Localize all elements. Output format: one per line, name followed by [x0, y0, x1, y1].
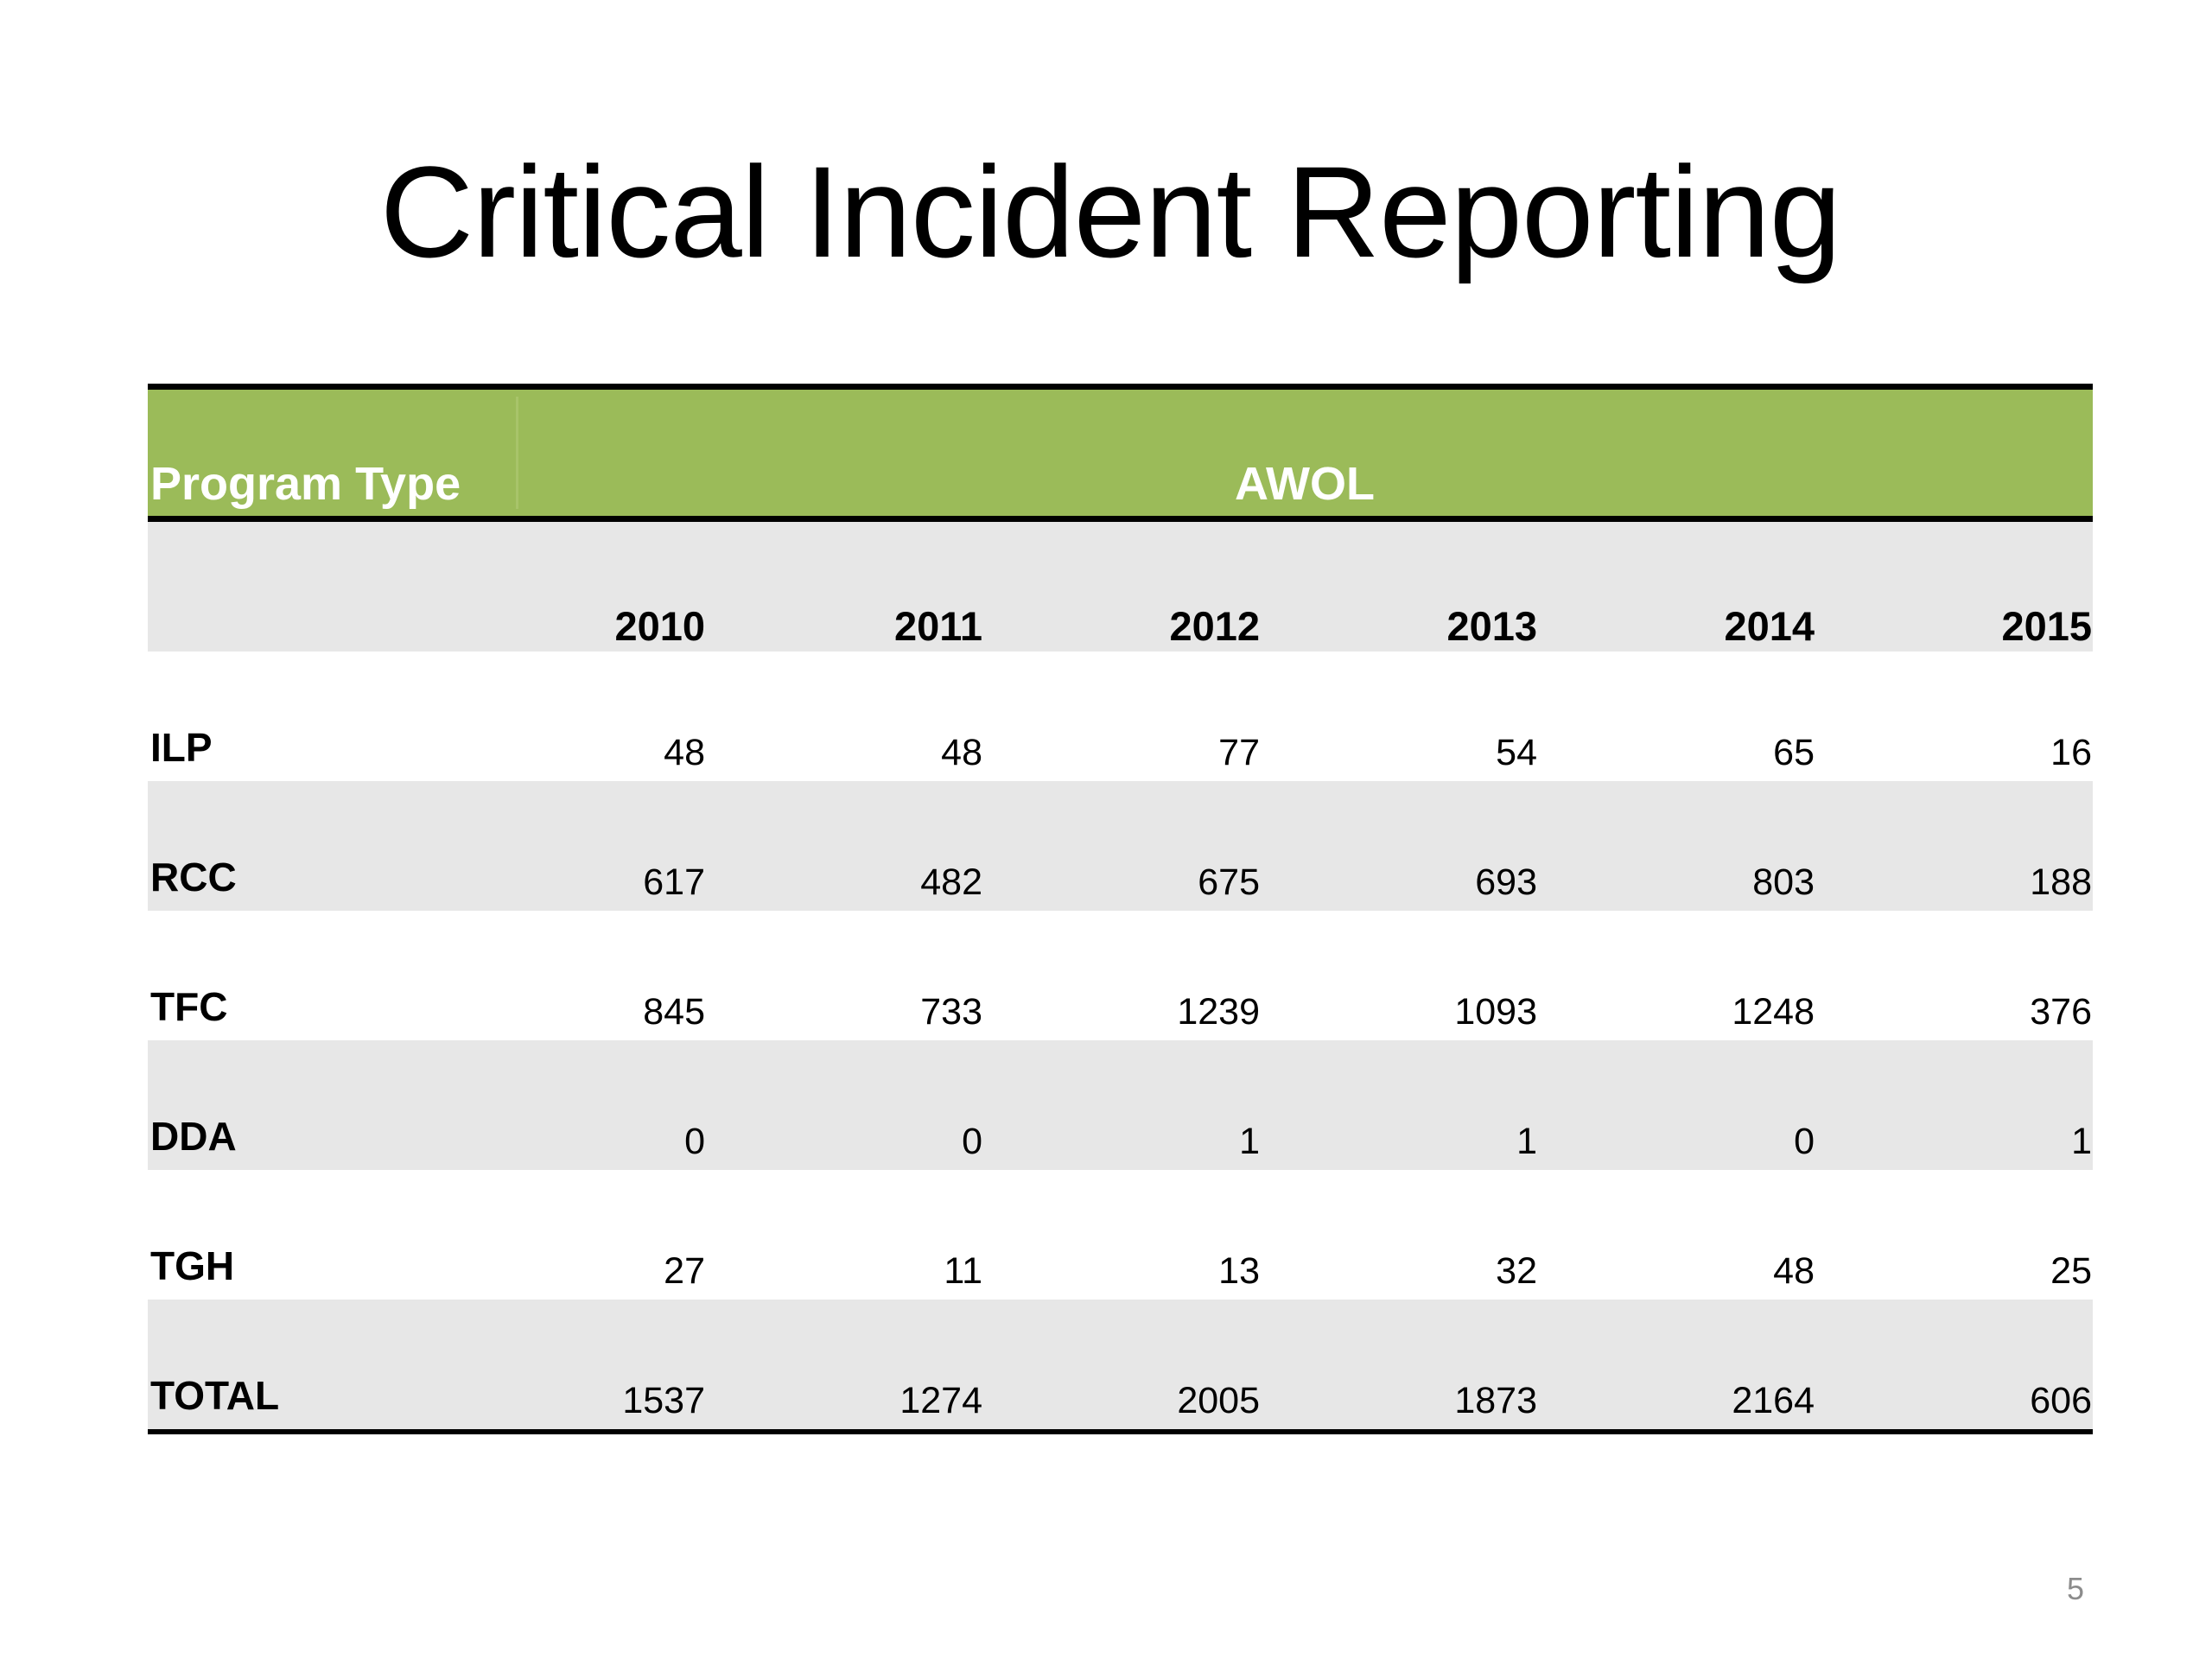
year-header: 2011 [894, 603, 982, 649]
table-cell: 16 [2050, 732, 2092, 773]
table-cell: 0 [962, 1121, 982, 1162]
table-cell: 1 [1516, 1121, 1537, 1162]
table-cell: 1 [1239, 1121, 1260, 1162]
header-bottom-rule [148, 516, 2093, 522]
table-cell: 693 [1475, 861, 1537, 903]
row-label: TOTAL [150, 1373, 280, 1418]
table-cell: 25 [2050, 1250, 2092, 1292]
table-cell: 11 [944, 1250, 982, 1292]
table-cell: 1239 [1177, 991, 1260, 1033]
page-number: 5 [2067, 1571, 2085, 1606]
table-cell: 675 [1198, 861, 1260, 903]
table-top-rule [148, 384, 2093, 390]
year-header-row: 2010 2011 2012 2013 2014 2015 [148, 522, 2093, 652]
header-awol: AWOL [1235, 458, 1375, 510]
table-cell: 65 [1773, 732, 1815, 773]
table-header-row: Program Type AWOL [148, 390, 2093, 516]
table-cell: 1093 [1454, 991, 1537, 1033]
table-cell: 482 [920, 861, 982, 903]
table-cell: 2164 [1732, 1380, 1815, 1421]
table-cell: 617 [643, 861, 705, 903]
table-cell: 32 [1496, 1250, 1537, 1292]
table-cell: 77 [1218, 732, 1260, 773]
table-cell: 606 [2030, 1380, 2092, 1421]
year-header: 2010 [614, 603, 705, 649]
awol-table: Program Type AWOL 2010 2011 2012 2013 20… [148, 384, 2093, 1434]
table-row: TFC 845 733 1239 1093 1248 376 [148, 911, 2093, 1040]
year-header: 2014 [1724, 603, 1815, 649]
table-cell: 48 [941, 732, 982, 773]
table-cell: 376 [2030, 991, 2092, 1033]
table-cell: 733 [920, 991, 982, 1033]
year-header: 2015 [2001, 603, 2092, 649]
table-cell: 188 [2030, 861, 2092, 903]
row-label: DDA [150, 1114, 237, 1159]
table-cell: 1274 [899, 1380, 982, 1421]
table-cell: 1873 [1454, 1380, 1537, 1421]
row-label: RCC [150, 855, 237, 899]
table-cell: 845 [643, 991, 705, 1033]
table-cell: 27 [664, 1250, 705, 1292]
total-row: TOTAL 1537 1274 2005 1873 2164 606 [148, 1300, 2093, 1434]
table-cell: 48 [1773, 1250, 1815, 1292]
row-label: ILP [150, 725, 213, 770]
row-label: TGH [150, 1243, 235, 1288]
table-row: RCC 617 482 675 693 803 188 [148, 781, 2093, 911]
table-cell: 54 [1496, 732, 1537, 773]
year-header: 2013 [1446, 603, 1537, 649]
table-cell: 1 [2071, 1121, 2092, 1162]
table-cell: 1537 [622, 1380, 705, 1421]
table-cell: 13 [1218, 1250, 1260, 1292]
table-cell: 2005 [1177, 1380, 1260, 1421]
table-cell: 1248 [1732, 991, 1815, 1033]
table-row: ILP 48 48 77 54 65 16 [148, 652, 2093, 781]
table-cell: 803 [1752, 861, 1815, 903]
table-row: TGH 27 11 13 32 48 25 [148, 1170, 2093, 1300]
table-row: DDA 0 0 1 1 0 1 [148, 1040, 2093, 1170]
year-header: 2012 [1169, 603, 1260, 649]
table-cell: 0 [684, 1121, 705, 1162]
header-program-type: Program Type [150, 458, 461, 510]
table-cell: 0 [1794, 1121, 1815, 1162]
table-cell: 48 [664, 732, 705, 773]
header-divider [516, 397, 518, 509]
row-label: TFC [150, 984, 228, 1029]
slide-title: Critical Incident Reporting [379, 139, 1841, 284]
